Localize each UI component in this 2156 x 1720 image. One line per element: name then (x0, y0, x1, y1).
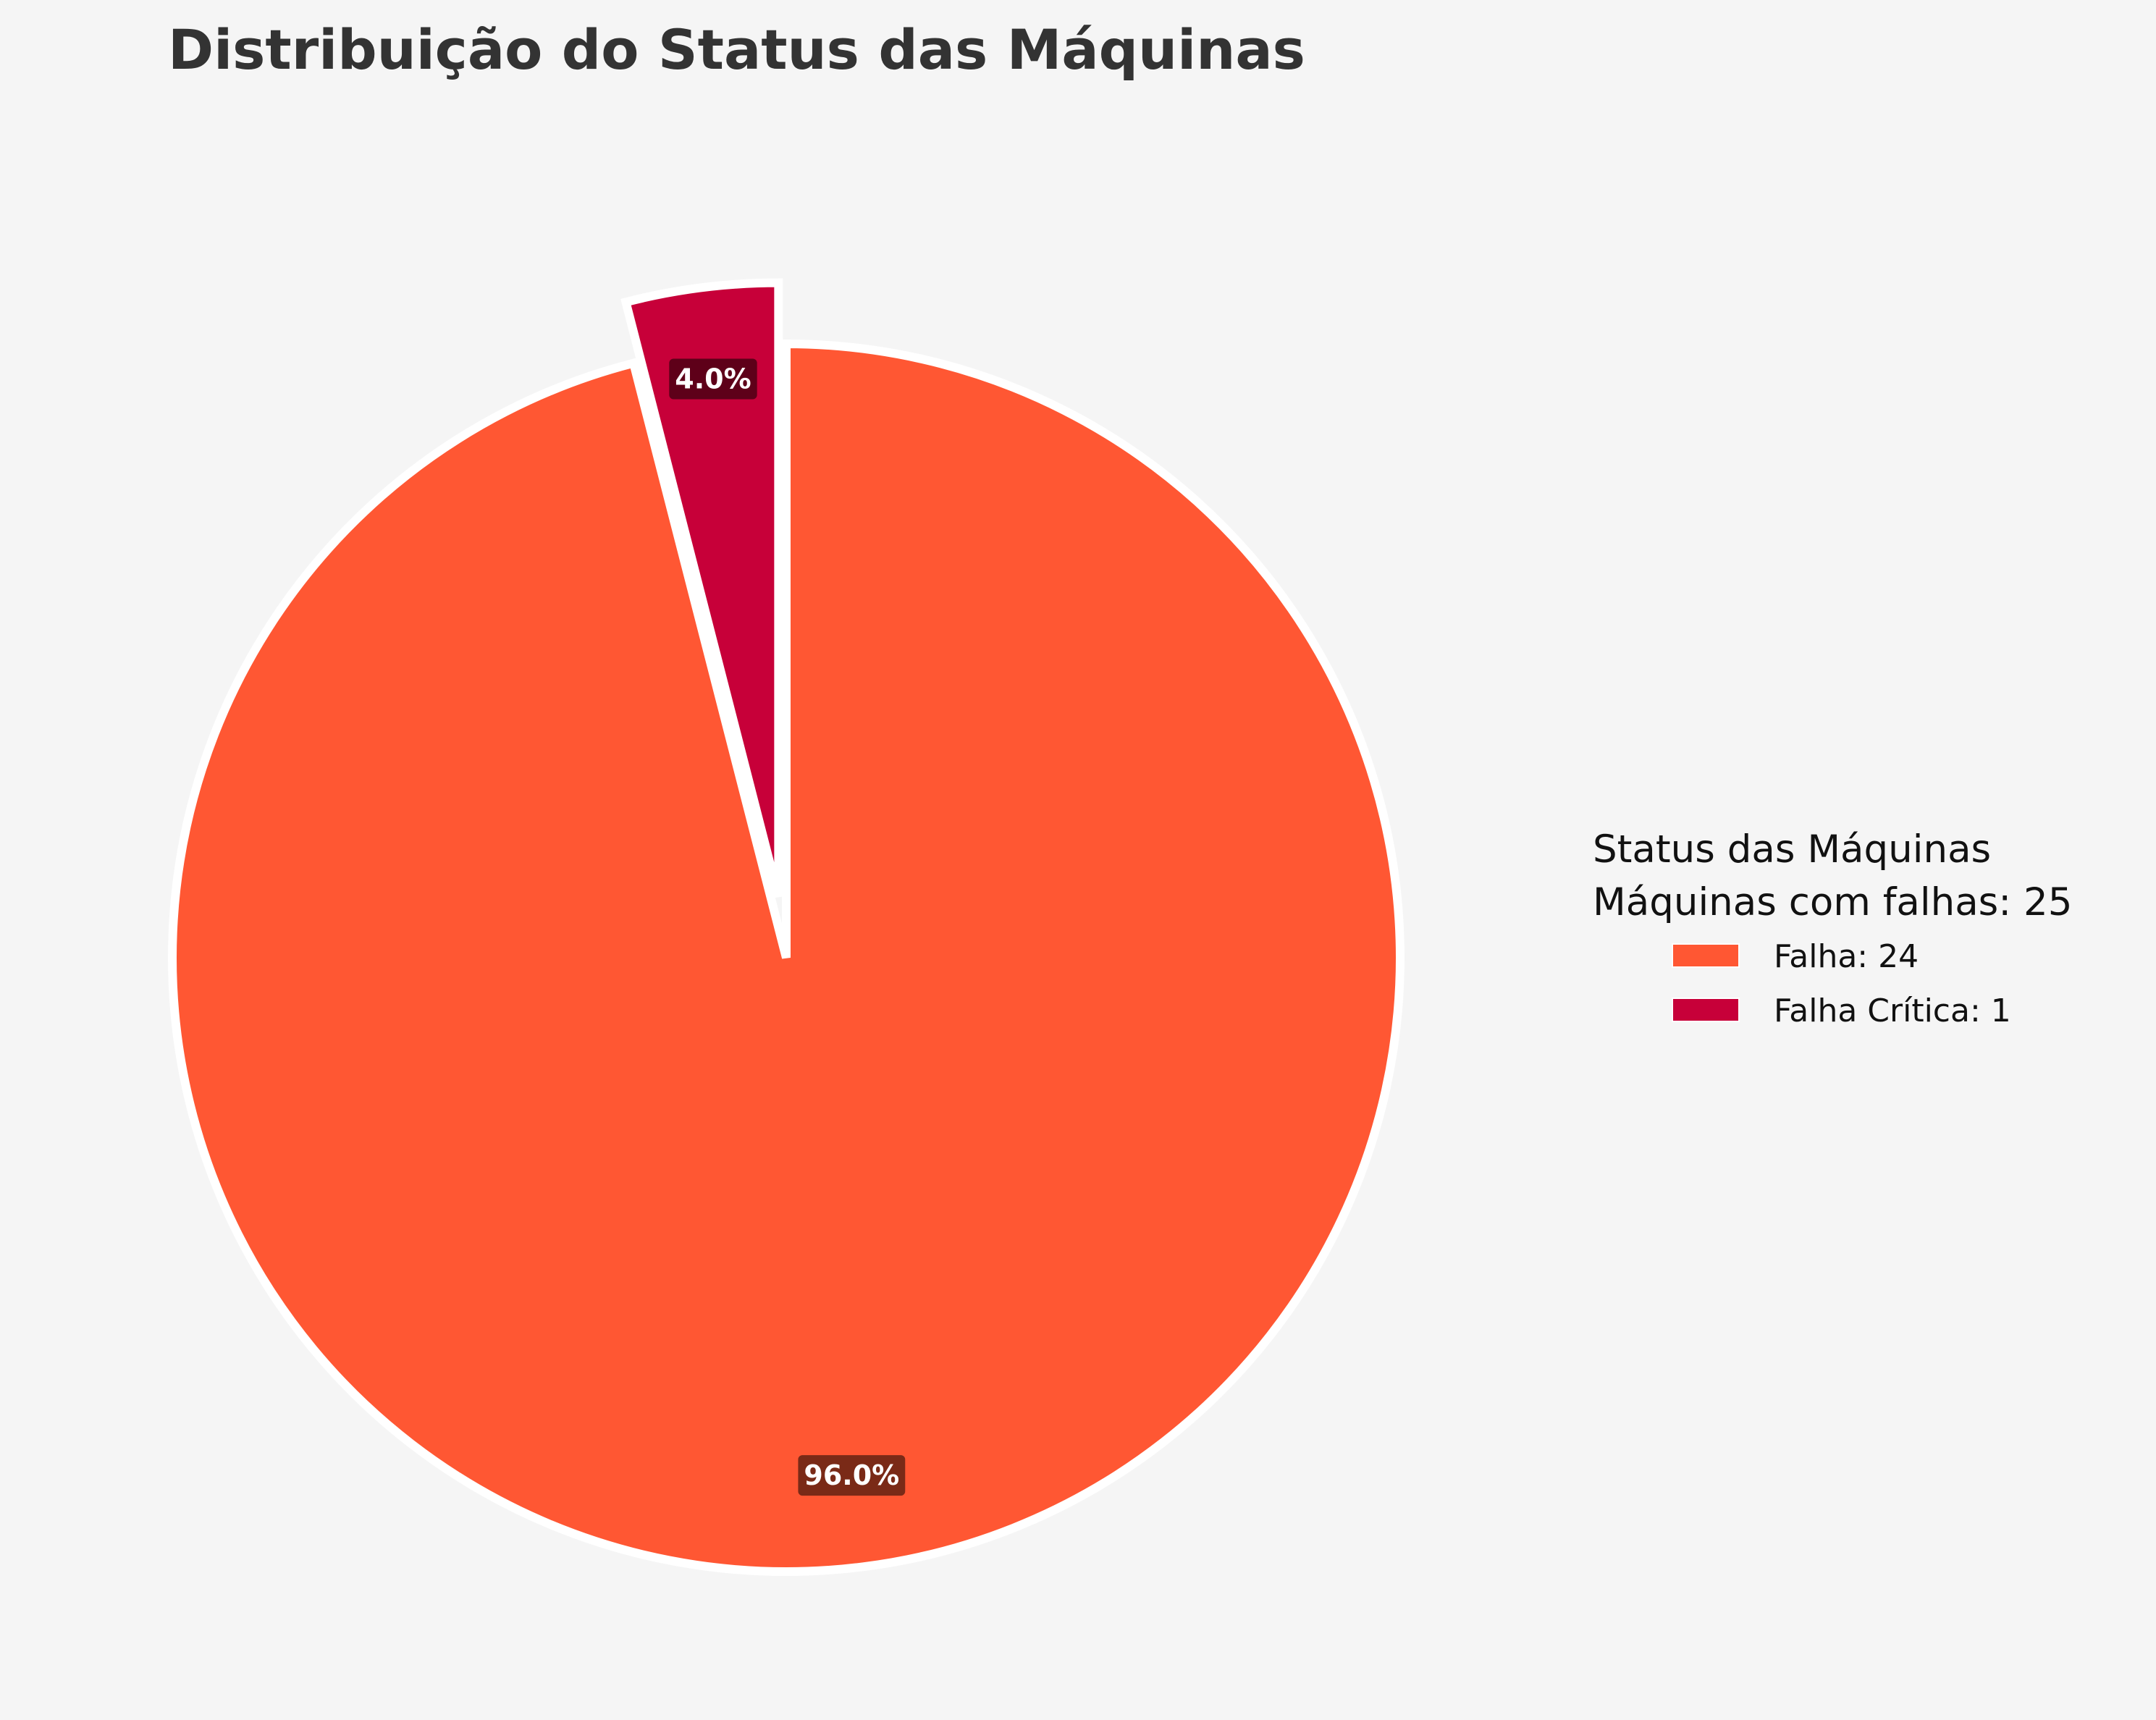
pie-slice-falha-cr-tica (620, 278, 783, 898)
pie-percent-labels: 96.0% 4.0% (669, 358, 906, 1496)
legend-subtitle: Máquinas com falhas: 25 (1593, 880, 2072, 924)
legend-label-falha-critica: Falha Crítica: 1 (1774, 992, 2011, 1029)
legend: Status das Máquinas Máquinas com falhas:… (1593, 827, 2072, 1029)
pie-percent-label: 4.0% (675, 363, 751, 395)
legend-title: Status das Máquinas (1593, 827, 1991, 872)
pie-slice-falha (168, 339, 1405, 1576)
legend-swatch-falha-critica (1672, 998, 1740, 1022)
chart-title: Distribuição do Status das Máquinas (168, 17, 1305, 82)
pie-percent-label-box (669, 358, 757, 400)
legend-swatch-falha (1672, 943, 1740, 968)
legend-label-falha: Falha: 24 (1774, 938, 1919, 975)
pie-percent-label: 96.0% (804, 1459, 899, 1491)
pie-percent-label-box (798, 1455, 906, 1496)
pie-slices (168, 278, 1405, 1576)
